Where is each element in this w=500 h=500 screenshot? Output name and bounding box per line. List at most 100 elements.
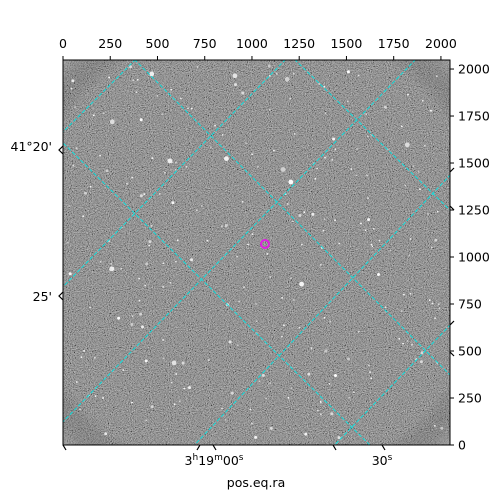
star xyxy=(214,124,217,127)
ra-axis: 3h19m00s 30s xyxy=(62,444,393,468)
star xyxy=(323,316,326,319)
star xyxy=(138,277,141,280)
star xyxy=(68,205,71,207)
star xyxy=(268,108,271,111)
star xyxy=(82,215,85,218)
star xyxy=(329,320,332,323)
star xyxy=(404,184,407,187)
star xyxy=(206,239,209,242)
star xyxy=(80,356,83,359)
star xyxy=(208,359,210,361)
star xyxy=(350,168,353,171)
star xyxy=(234,83,237,87)
star xyxy=(257,165,259,168)
star xyxy=(139,194,143,198)
top-pixel-axis: 0 250 500 750 1000 1250 1500 1750 2000 xyxy=(59,36,457,60)
star xyxy=(324,112,327,115)
star xyxy=(162,262,165,265)
star xyxy=(290,387,293,390)
star xyxy=(132,79,135,82)
star xyxy=(320,413,322,416)
star xyxy=(224,156,229,162)
star xyxy=(409,292,412,295)
star xyxy=(230,391,234,395)
right-tick-label: 1250 xyxy=(458,203,490,218)
star xyxy=(110,263,113,265)
wcs-grid-lines xyxy=(63,60,450,445)
star xyxy=(383,105,387,109)
star xyxy=(367,364,370,367)
star xyxy=(269,276,272,278)
star xyxy=(129,65,133,69)
star xyxy=(175,161,177,164)
star xyxy=(389,249,392,252)
star xyxy=(328,383,331,385)
image-frame xyxy=(62,59,451,446)
star xyxy=(75,381,78,383)
star xyxy=(292,220,294,223)
star xyxy=(323,218,326,221)
star xyxy=(287,396,290,399)
star xyxy=(109,119,115,125)
star xyxy=(419,360,423,364)
star xyxy=(99,261,102,263)
star xyxy=(434,238,438,242)
ra-tick-label: 30s xyxy=(372,453,393,468)
star xyxy=(92,114,95,117)
star xyxy=(150,405,154,409)
star xyxy=(377,273,380,276)
star xyxy=(145,419,148,422)
star xyxy=(338,242,341,245)
star xyxy=(221,407,223,410)
star xyxy=(311,212,315,216)
right-tick-label: 0 xyxy=(458,438,466,453)
star xyxy=(334,219,336,222)
star xyxy=(243,286,245,288)
star xyxy=(298,214,302,217)
star xyxy=(409,238,412,240)
star xyxy=(324,156,326,159)
star xyxy=(150,225,153,227)
star xyxy=(245,142,248,145)
star xyxy=(241,200,244,203)
star xyxy=(185,166,188,168)
dec-grid-line xyxy=(63,60,136,133)
top-tick-label: 1750 xyxy=(378,36,410,51)
dec-tick-label: 25' xyxy=(33,289,52,304)
star xyxy=(143,193,146,196)
right-tick-label: 500 xyxy=(458,344,482,359)
dec-axis: 41°20' 25' xyxy=(11,139,64,304)
star xyxy=(417,171,420,173)
star xyxy=(412,165,415,168)
dec-grid-line xyxy=(63,60,416,423)
star xyxy=(94,356,96,359)
star xyxy=(265,397,268,400)
right-tick-label: 1000 xyxy=(458,250,490,265)
star xyxy=(292,299,295,301)
x-axis-label: pos.eq.ra xyxy=(227,475,285,490)
right-wcs-ticks xyxy=(449,167,455,357)
star xyxy=(120,267,123,270)
star xyxy=(406,340,409,342)
star xyxy=(384,306,387,308)
right-pixel-axis: 0 250 500 750 1000 1250 1500 1750 2000 xyxy=(450,62,490,453)
top-tick-label: 1500 xyxy=(331,36,363,51)
star xyxy=(267,64,271,68)
star xyxy=(356,148,358,150)
star xyxy=(314,178,317,180)
star xyxy=(236,344,239,347)
star xyxy=(369,371,371,373)
star xyxy=(188,386,191,390)
star xyxy=(261,373,265,377)
star xyxy=(332,137,336,141)
dec-grid-line xyxy=(63,60,286,288)
star xyxy=(89,185,92,188)
star xyxy=(174,168,177,171)
top-tick-label: 500 xyxy=(146,36,170,51)
star xyxy=(438,307,441,310)
star xyxy=(228,340,232,344)
star xyxy=(420,351,424,355)
star xyxy=(89,306,92,309)
star xyxy=(151,157,154,160)
